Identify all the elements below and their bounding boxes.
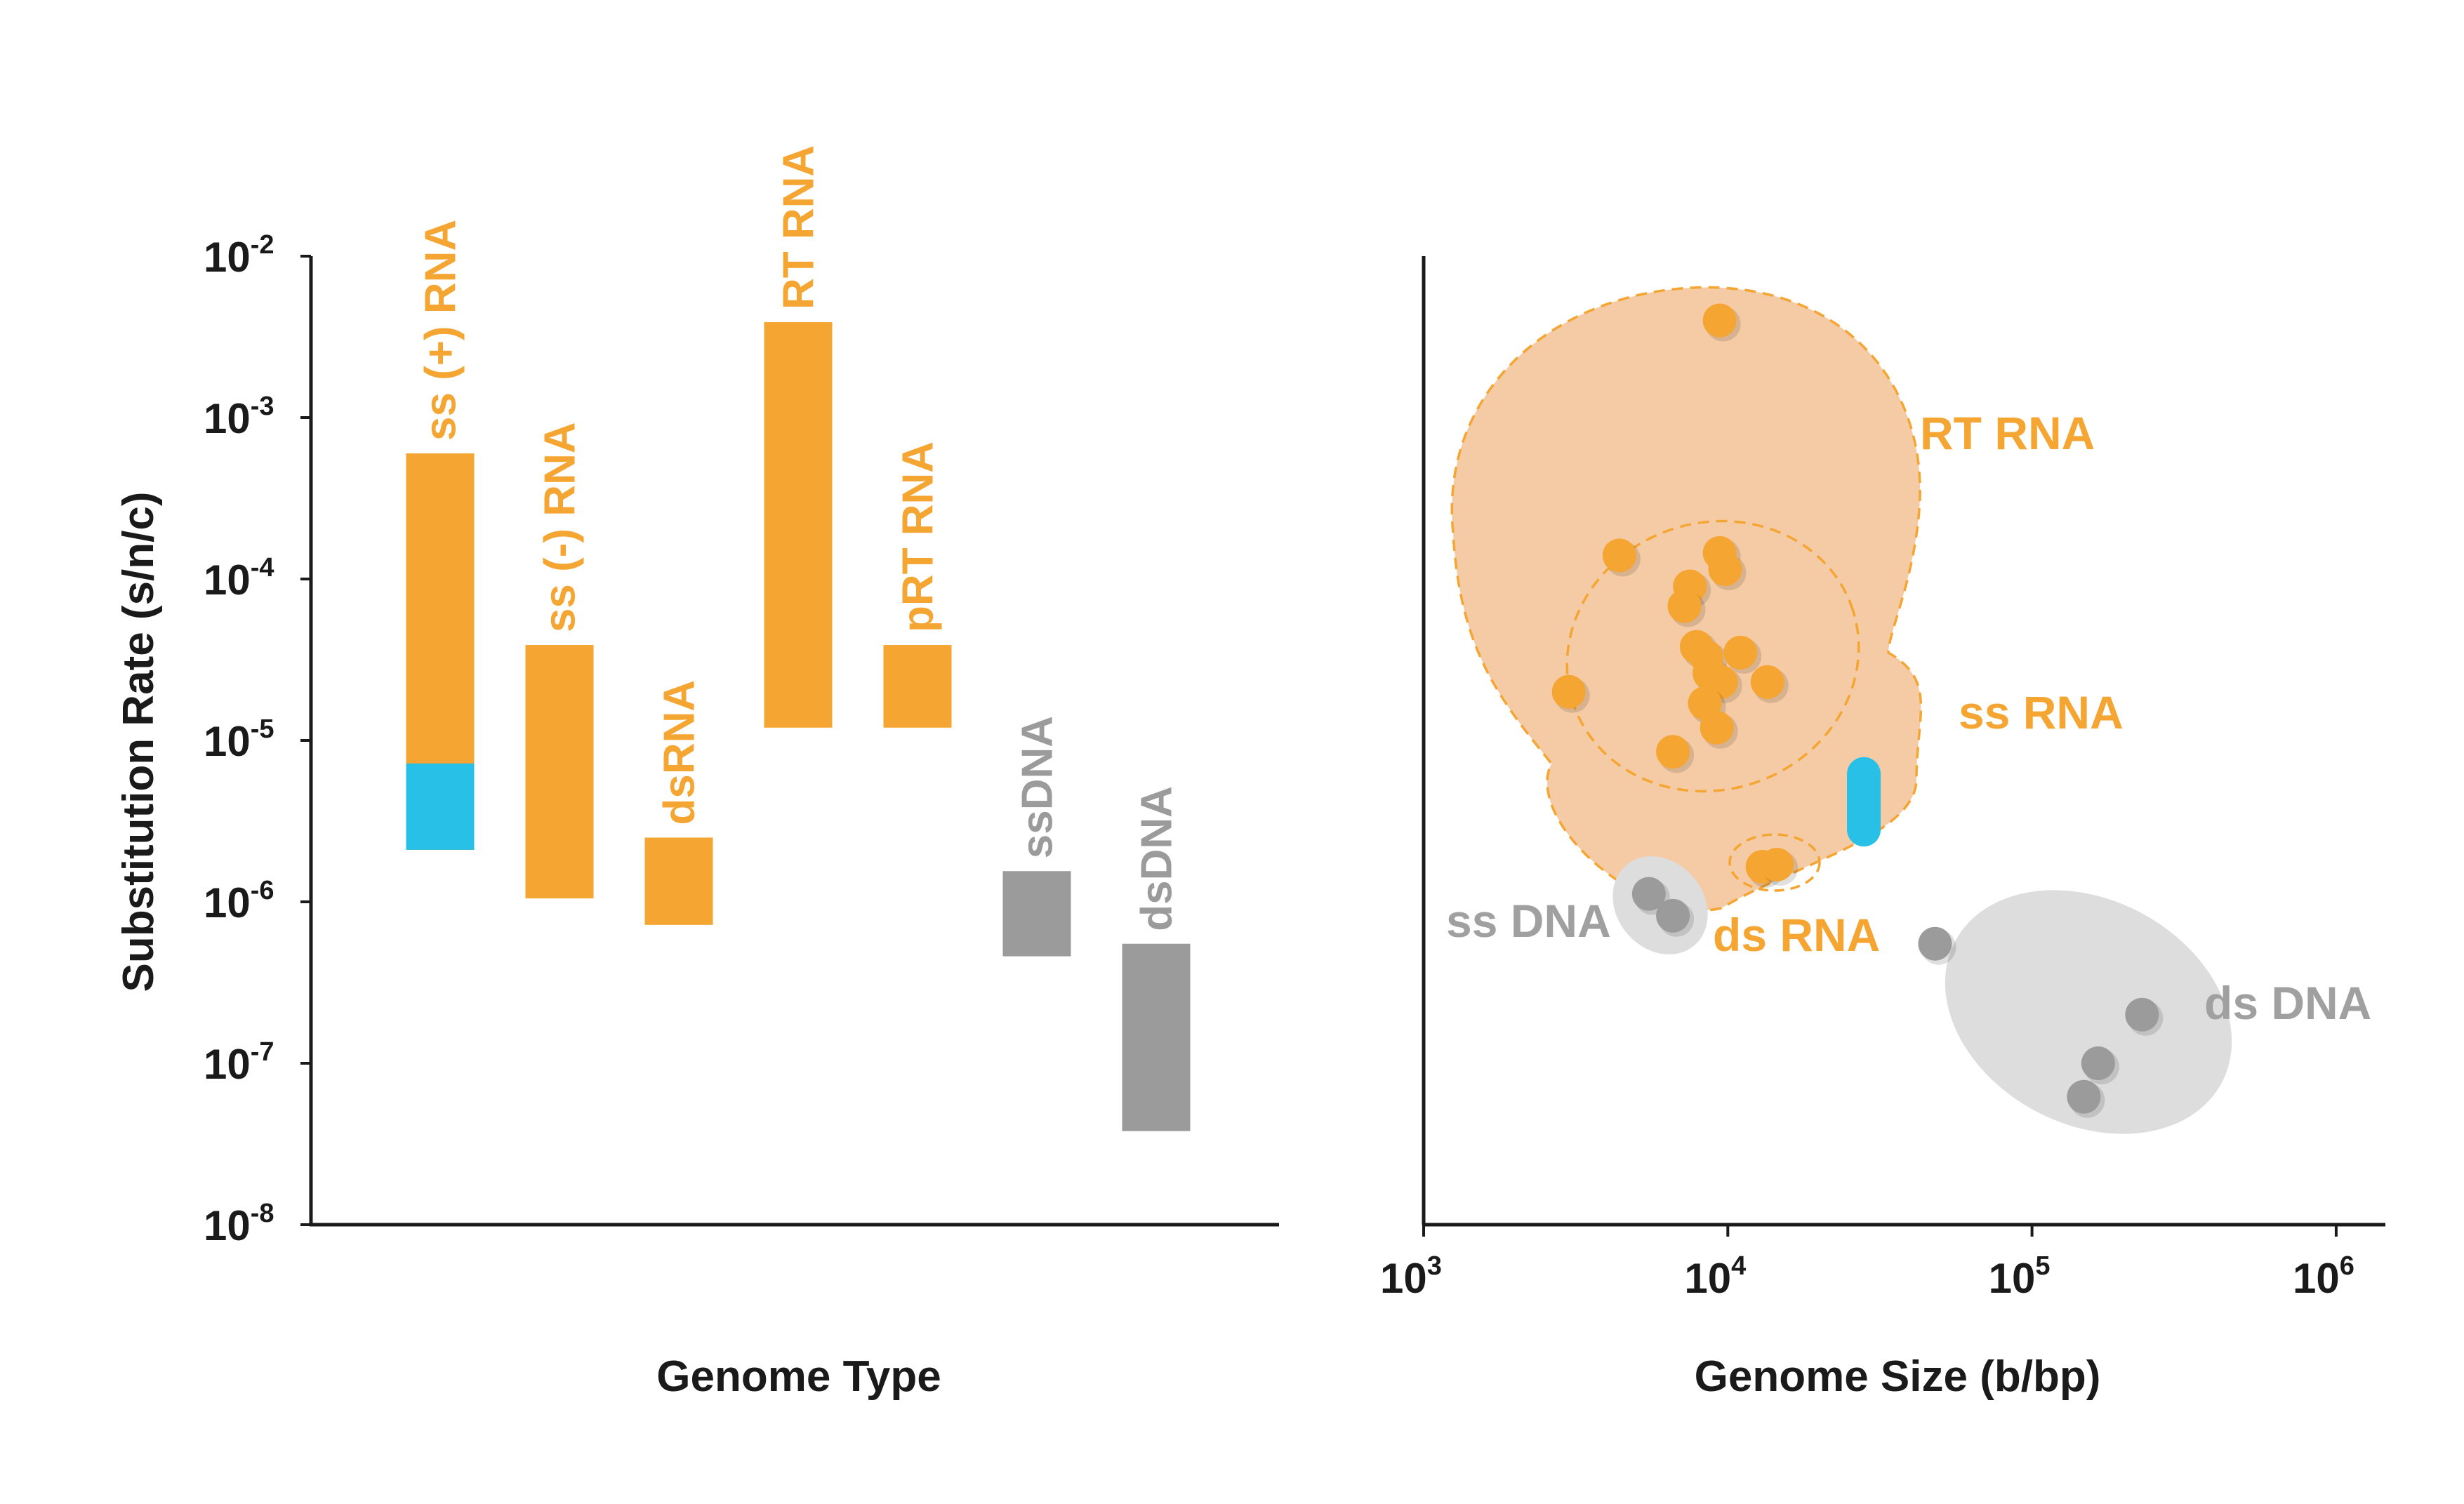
bar-ss-rna [525, 645, 594, 899]
point-ss-dna [1656, 898, 1690, 933]
point-ss-rna [1723, 635, 1758, 670]
ds-rna-region [1728, 833, 1821, 892]
bar-label-ss-rna: ss (-) RNA [536, 422, 584, 632]
left-y-tick-label: 10-8 [204, 1199, 274, 1249]
bar-prt-rna [883, 645, 952, 728]
left-panel-genome-type: ss (+) RNA ss (-) RNA dsRNA RT RNA pRT RNA ss… [114, 145, 1279, 1401]
bar-rt-rna [764, 322, 833, 728]
point-ss-rna [1656, 735, 1690, 769]
left-y-tick-label: 10-6 [204, 876, 274, 926]
bar-ssdna [1002, 871, 1071, 957]
point-ss-rna [1700, 710, 1734, 745]
ds-dna-region [1945, 890, 2232, 1134]
point-ds-dna [2081, 1046, 2115, 1080]
right-panel-genome-size: 103 104 105 106 RT RNA ss RNA ds RNA ss DNA… [1380, 256, 2385, 1401]
point-ds-dna [1918, 926, 1952, 961]
point-ss-rna [1708, 552, 1742, 587]
right-x-tick-label: 106 [2293, 1251, 2354, 1302]
bar-label-ss-rna: ss (+) RNA [416, 220, 465, 441]
point-ss-rna [1667, 589, 1702, 623]
left-x-axis-title: Genome Type [656, 1352, 941, 1401]
right-x-tick-label: 103 [1380, 1251, 1442, 1302]
left-y-tick-label: 10-5 [204, 714, 274, 765]
point-ds-dna [2067, 1079, 2101, 1114]
left-y-axis-title: Substitution Rate (s/n/c) [114, 492, 163, 992]
annotation-ds-rna: ds RNA [1713, 909, 1880, 961]
right-x-tick-label: 105 [1989, 1251, 2051, 1302]
bar-label-rt-rna: RT RNA [774, 145, 823, 310]
bar-label-prt-rna: pRT RNA [894, 441, 942, 632]
right-x-axis-title: Genome Size (b/bp) [1695, 1352, 2101, 1401]
point-ss-dna [1631, 877, 1666, 911]
bar-label-ssdna: ssDNA [1013, 716, 1061, 858]
point-rt-rna [1702, 303, 1737, 338]
point-ss-rna [1551, 674, 1586, 709]
annotation-ss-dna: ss DNA [1446, 895, 1611, 947]
bar-dsdna [1122, 943, 1191, 1131]
point-ss-rna-blue [1847, 757, 1881, 847]
bar-label-dsrna: dsRNA [655, 680, 703, 825]
point-ds-dna [2125, 997, 2159, 1032]
point-ss-rna [1602, 538, 1636, 573]
left-y-tick-label: 10-2 [204, 230, 274, 281]
left-y-tick-label: 10-7 [204, 1037, 274, 1088]
cluster-annotations: RT RNA ss RNA ds RNA ss DNA ds DNA [1446, 407, 2371, 1029]
point-ss-rna [1750, 665, 1784, 699]
annotation-ds-dna: ds DNA [2204, 977, 2371, 1029]
bar-label-dsdna: dsDNA [1132, 786, 1181, 931]
left-y-tick-label: 10-3 [204, 392, 274, 442]
annotation-ss-rna: ss RNA [1959, 686, 2124, 738]
point-ds-rna [1760, 847, 1794, 881]
bar-ss-rna-highlight [406, 763, 475, 850]
annotation-rt-rna: RT RNA [1920, 407, 2095, 459]
cluster-regions [1450, 286, 2232, 1134]
left-y-tick-label: 10-4 [204, 553, 274, 604]
right-x-tick-label: 104 [1684, 1251, 1746, 1302]
bar-dsrna [644, 837, 713, 925]
